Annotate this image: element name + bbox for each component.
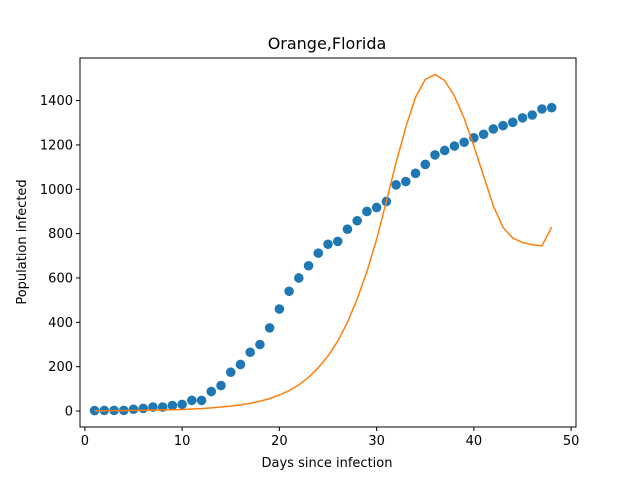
data-point: [537, 104, 547, 114]
y-tick-label: 1200: [40, 138, 73, 153]
data-point: [371, 202, 382, 213]
chart-title: Orange,Florida: [268, 34, 387, 53]
x-tick-label: 40: [466, 434, 483, 449]
data-point: [498, 120, 508, 131]
data-point: [177, 399, 187, 410]
data-point: [401, 176, 411, 187]
y-tick-label: 1400: [40, 94, 73, 109]
data-point: [313, 248, 324, 258]
data-point: [420, 159, 431, 170]
data-point: [507, 117, 518, 128]
y-tick-label: 0: [65, 405, 73, 420]
series-line: [94, 73, 553, 412]
data-point: [332, 236, 343, 247]
data-point: [235, 359, 246, 370]
x-tick-label: 0: [81, 434, 89, 449]
data-point: [245, 347, 255, 358]
data-point: [216, 380, 226, 391]
x-tick-label: 50: [563, 434, 580, 449]
data-point: [294, 273, 304, 283]
x-tick-label: 30: [368, 434, 385, 449]
x-axis: 0 10 20 30 40 50: [81, 427, 580, 449]
data-point: [274, 304, 285, 314]
x-tick-label: 20: [271, 434, 288, 449]
data-point: [196, 395, 207, 406]
plot-area: [89, 73, 557, 416]
data-point: [449, 141, 460, 151]
data-point: [439, 145, 450, 156]
y-tick-label: 1000: [40, 183, 73, 198]
data-point: [430, 150, 440, 160]
data-point: [187, 395, 197, 406]
y-tick-label: 600: [48, 271, 73, 286]
data-point: [342, 224, 353, 234]
y-tick-label: 400: [48, 316, 73, 331]
data-point: [352, 215, 362, 226]
data-point: [303, 260, 314, 271]
data-point: [225, 367, 236, 378]
y-tick-label: 200: [48, 360, 73, 375]
data-point: [167, 400, 178, 411]
data-point: [323, 239, 333, 250]
data-point: [264, 323, 275, 333]
data-point: [459, 137, 469, 148]
data-point: [546, 102, 557, 113]
x-tick-label: 10: [174, 434, 191, 449]
axes-frame: [79, 57, 577, 428]
data-point: [362, 206, 372, 217]
x-axis-label: Days since infection: [262, 456, 393, 471]
y-axis: 0 200 400 600 800 1000 1200 1400: [40, 94, 80, 420]
data-point: [410, 168, 421, 179]
y-tick-label: 800: [48, 227, 73, 242]
data-point: [488, 124, 499, 134]
data-point: [128, 404, 139, 415]
data-point: [517, 113, 528, 123]
data-point: [206, 386, 217, 397]
data-point: [527, 110, 538, 120]
y-axis-label: Population infected: [15, 179, 30, 304]
data-point: [255, 339, 265, 350]
data-point: [478, 129, 489, 140]
data-point: [138, 403, 149, 414]
data-point: [284, 286, 294, 297]
data-point: [391, 180, 401, 190]
